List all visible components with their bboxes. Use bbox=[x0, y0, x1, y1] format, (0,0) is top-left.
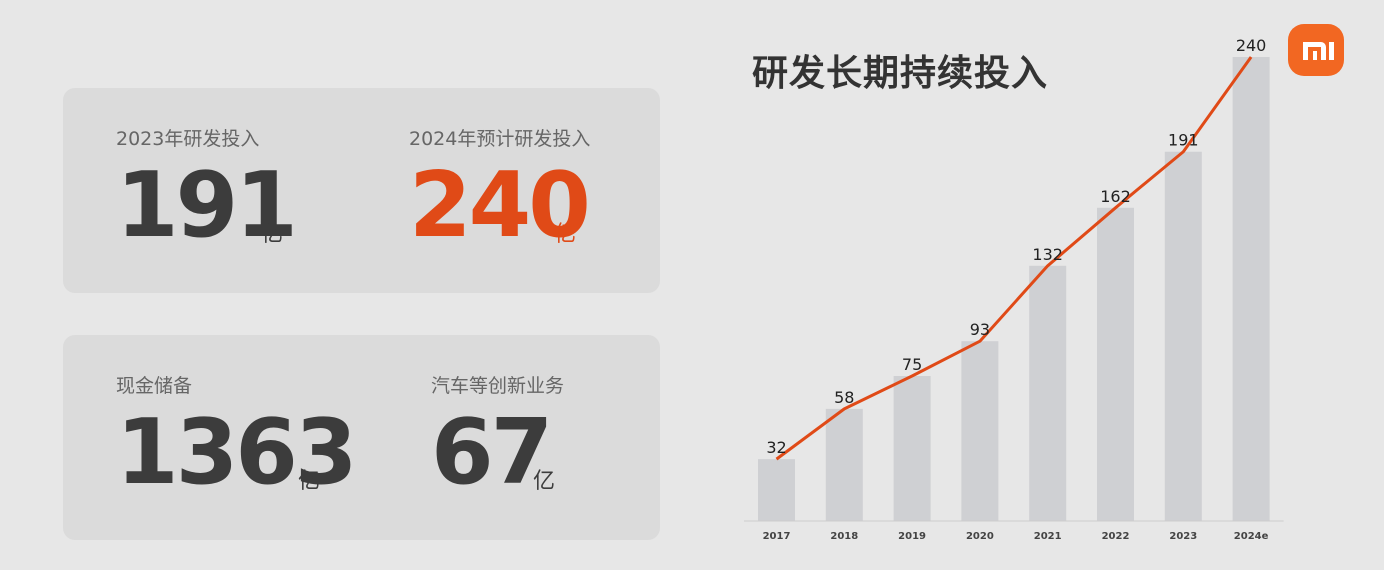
metric-value: 191 bbox=[116, 153, 298, 258]
metric-label: 现金储备 bbox=[116, 375, 193, 397]
metric-unit: 亿 bbox=[533, 469, 556, 494]
data-label-2024e: 240 bbox=[1236, 36, 1267, 55]
bar-2022 bbox=[1097, 207, 1134, 522]
metric-label: 2024年预计研发投入 bbox=[409, 128, 591, 150]
data-label-2022: 162 bbox=[1100, 187, 1131, 206]
metric-unit: 亿 bbox=[554, 222, 577, 247]
bar-2021 bbox=[1029, 265, 1067, 521]
bar-2024e bbox=[1232, 57, 1270, 521]
metric-value: 67 bbox=[431, 400, 553, 505]
bar-2020 bbox=[961, 341, 999, 521]
mi-logo-glyph bbox=[1303, 42, 1334, 60]
metric-value: 1363 bbox=[116, 400, 357, 505]
bar-2023 bbox=[1164, 151, 1202, 521]
mi-logo-icon bbox=[1288, 24, 1344, 76]
x-tick-2019: 2019 bbox=[898, 531, 926, 542]
metric-value: 240 bbox=[409, 153, 591, 258]
metric-unit: 亿 bbox=[261, 222, 284, 247]
metric-unit: 亿 bbox=[298, 469, 321, 494]
data-label-2021: 132 bbox=[1032, 245, 1063, 264]
x-tick-2024e: 2024e bbox=[1234, 531, 1269, 542]
data-label-2018: 58 bbox=[834, 388, 854, 407]
data-label-2023: 191 bbox=[1168, 131, 1199, 150]
data-label-2017: 32 bbox=[766, 438, 786, 457]
x-tick-2022: 2022 bbox=[1102, 531, 1130, 542]
rd-investment-card: 2023年研发投入 191 亿 2024年预计研发投入 240 亿 bbox=[63, 88, 660, 293]
x-tick-2017: 2017 bbox=[763, 531, 791, 542]
x-tick-2020: 2020 bbox=[966, 531, 994, 542]
bar-2018 bbox=[825, 408, 863, 521]
chart-title: 研发长期持续投入 bbox=[752, 53, 1049, 94]
cash-reserve-card: 现金储备 1363 亿 汽车等创新业务 67 亿 bbox=[63, 335, 660, 540]
x-tick-2023: 2023 bbox=[1169, 531, 1197, 542]
bar-2019 bbox=[893, 376, 931, 521]
x-tick-2021: 2021 bbox=[1034, 531, 1062, 542]
data-label-2019: 75 bbox=[902, 355, 922, 374]
x-tick-2018: 2018 bbox=[830, 531, 858, 542]
metric-label: 2023年研发投入 bbox=[116, 128, 260, 150]
bar-2017 bbox=[758, 459, 795, 521]
trend-line bbox=[775, 56, 1253, 461]
data-label-2020: 93 bbox=[970, 320, 990, 339]
metric-label: 汽车等创新业务 bbox=[431, 375, 565, 397]
